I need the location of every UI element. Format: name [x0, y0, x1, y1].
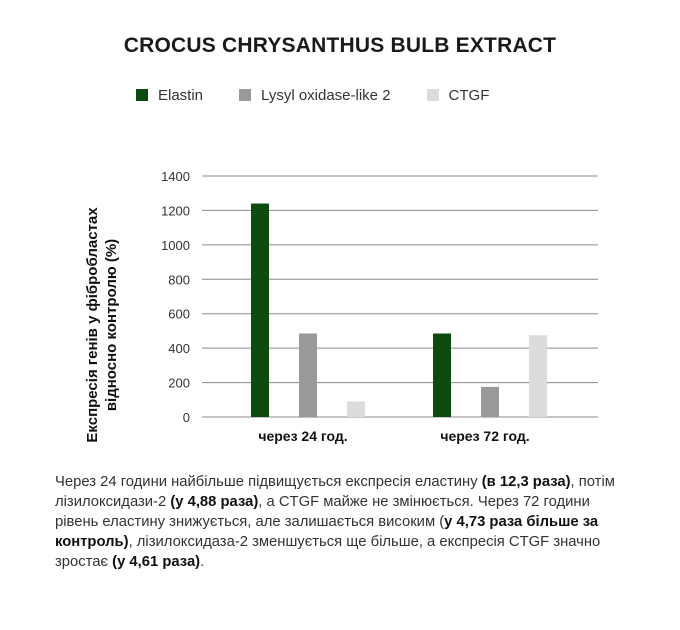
y-tick-label: 1200: [161, 203, 190, 218]
description-highlight: у 4,73 раза більше за контроль): [55, 514, 599, 550]
y-tick-label: 1400: [161, 169, 190, 184]
y-tick-label: 400: [168, 341, 190, 356]
legend-swatch-ctgf: [426, 89, 439, 101]
y-tick-label: 200: [168, 376, 190, 391]
description-text: Через 24 години найбільше підвищується е…: [55, 474, 482, 490]
y-axis-label-line: відносно контролю (%): [103, 239, 120, 411]
description-text: , лізилоксидаза-2 зменшується ще більше,…: [55, 534, 601, 570]
legend-label-lysyl-oxidase: Lysyl oxidase-like 2: [261, 86, 391, 104]
bar-elastin: [251, 203, 269, 417]
legend-item-lysyl-oxidase: Lysyl oxidase-like 2: [239, 87, 391, 104]
bar-chart: 0 200 400 600 800 1000 1200 1400 через 24 год. че…: [84, 169, 598, 444]
y-tick-label: 1000: [161, 238, 190, 253]
description-text: .: [200, 554, 205, 570]
legend-swatch-elastin: [136, 89, 148, 101]
description-paragraph: Через 24 години найбільше підвищується е…: [55, 472, 625, 572]
x-category-label: через 72 год.: [440, 428, 529, 444]
y-axis-label-line: Експресія генів у фібробластах: [84, 207, 101, 443]
bar-ctgf: [347, 401, 365, 417]
legend: Elastin Lysyl oxidase-like 2 CTGF: [136, 84, 525, 106]
bar-lysyl-oxidase-like-2: [299, 333, 317, 417]
x-category-label: через 24 год.: [258, 428, 347, 444]
description-text: , а CTGF майже не змінюється. Через 72 г…: [55, 494, 590, 530]
legend-item-ctgf: CTGF: [426, 86, 490, 104]
description-highlight: (у 4,88 раза): [170, 494, 259, 510]
legend-swatch-lysyl-oxidase: [239, 89, 252, 101]
description-highlight: (у 4,61 раза): [112, 554, 201, 570]
y-tick-label: 800: [168, 272, 190, 287]
description-text: , потім лізилоксидази-2: [55, 474, 615, 510]
description-highlight: (в 12,3 раза): [481, 474, 571, 490]
bar-ctgf: [529, 335, 547, 417]
chart-title: CROCUS CHRYSANTHUS BULB EXTRACT: [123, 34, 557, 57]
bar-lysyl-oxidase-like-2: [481, 386, 499, 417]
y-tick-label: 0: [183, 410, 190, 425]
legend-item-elastin: Elastin: [136, 87, 203, 104]
legend-label-elastin: Elastin: [158, 86, 204, 104]
y-axis-label: Експресія генів у фібробластах відносно к…: [84, 207, 120, 443]
legend-label-ctgf: CTGF: [448, 86, 490, 104]
bar-elastin: [433, 333, 451, 417]
y-tick-label: 600: [168, 307, 190, 322]
